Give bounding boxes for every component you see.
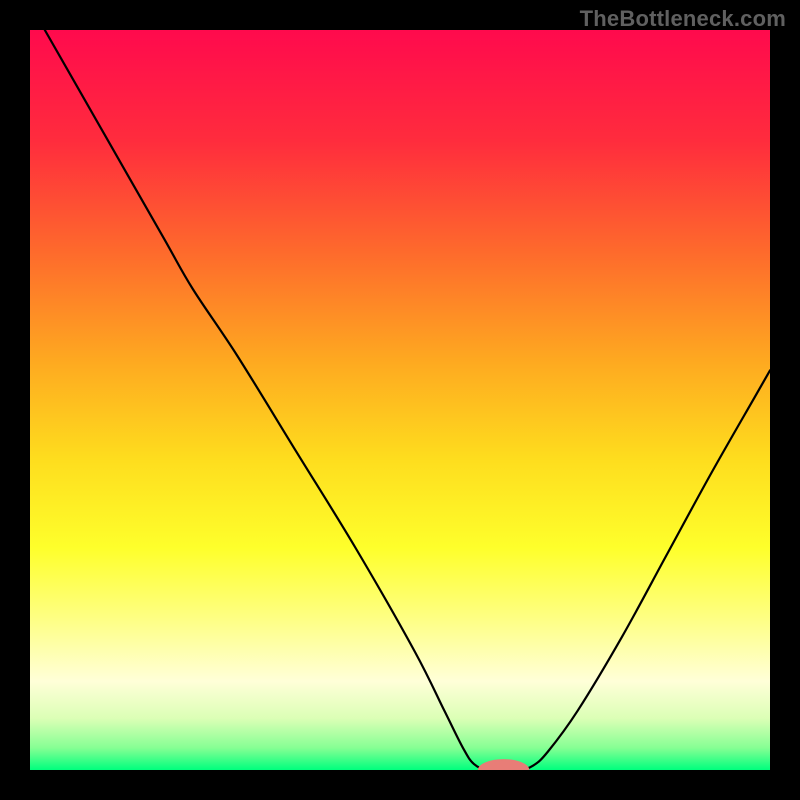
watermark-label: TheBottleneck.com	[580, 6, 786, 32]
plot-svg	[30, 30, 770, 770]
plot-area	[30, 30, 770, 770]
chart-frame: TheBottleneck.com	[0, 0, 800, 800]
gradient-background	[30, 30, 770, 770]
